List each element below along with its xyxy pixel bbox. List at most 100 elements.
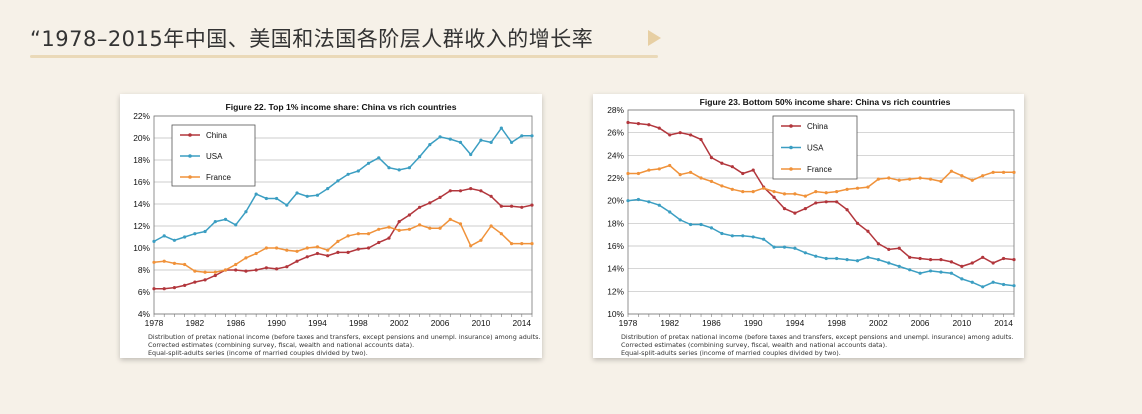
data-point <box>356 169 360 173</box>
data-point <box>264 246 268 250</box>
y-tick-label: 14% <box>133 199 150 209</box>
data-point <box>762 237 766 241</box>
data-point <box>762 186 766 190</box>
data-point <box>678 131 682 135</box>
data-point <box>866 255 870 259</box>
y-tick-label: 16% <box>607 241 624 251</box>
data-point <box>234 268 238 272</box>
chart-note: Corrected estimates (combining survey, f… <box>621 341 888 349</box>
data-point <box>730 187 734 191</box>
data-point <box>730 165 734 169</box>
chart-panel-bottom50: Figure 23. Bottom 50% income share: Chin… <box>593 94 1024 358</box>
x-tick-label: 2002 <box>869 318 888 328</box>
data-point <box>152 260 156 264</box>
data-point <box>793 211 797 215</box>
data-point <box>1012 170 1016 174</box>
data-point <box>366 246 371 250</box>
data-point <box>254 192 258 196</box>
data-point <box>152 239 156 243</box>
data-point <box>814 201 818 205</box>
data-point <box>803 207 807 211</box>
data-point <box>876 258 880 262</box>
data-point <box>668 133 672 137</box>
data-point <box>315 251 320 256</box>
data-point <box>193 269 197 273</box>
y-tick-label: 28% <box>607 105 624 115</box>
data-point <box>981 285 985 289</box>
data-point <box>530 242 534 246</box>
y-tick-label: 8% <box>138 265 151 275</box>
data-point <box>960 277 964 281</box>
data-point <box>866 229 870 233</box>
data-point <box>295 191 299 195</box>
data-point <box>981 255 985 259</box>
data-point <box>336 250 340 254</box>
data-point <box>458 140 463 144</box>
data-point <box>782 207 787 211</box>
data-point <box>908 268 912 272</box>
data-point <box>991 170 995 174</box>
chart-panel-top1: Figure 22. Top 1% income share: China vs… <box>120 94 542 358</box>
x-tick-label: 1998 <box>827 318 846 328</box>
data-point <box>772 190 776 194</box>
data-point <box>741 190 745 194</box>
data-point <box>326 248 330 252</box>
data-point <box>499 204 503 208</box>
x-tick-label: 2014 <box>512 318 531 328</box>
data-point <box>397 220 401 224</box>
data-point <box>1012 258 1016 262</box>
data-point <box>1012 284 1016 288</box>
data-point <box>305 194 309 198</box>
data-point <box>699 137 703 142</box>
data-point <box>458 189 463 193</box>
data-point <box>438 195 442 199</box>
y-tick-label: 20% <box>133 133 150 143</box>
data-point <box>688 133 693 137</box>
y-tick-label: 26% <box>607 128 624 138</box>
data-point <box>751 190 755 194</box>
legend-label: China <box>206 131 227 140</box>
data-point <box>918 256 922 261</box>
data-point <box>520 134 524 138</box>
data-point <box>928 177 933 181</box>
data-point <box>699 176 703 180</box>
data-point <box>793 246 797 250</box>
data-point <box>448 217 452 221</box>
data-point <box>949 271 954 275</box>
data-point <box>418 223 422 227</box>
data-point <box>326 254 330 258</box>
data-point <box>213 220 217 224</box>
data-point <box>720 161 724 165</box>
header: “1978–2015年中国、美国和法国各阶层人群收入的增长率 <box>30 22 661 58</box>
data-point <box>213 270 217 274</box>
data-point <box>636 171 641 176</box>
data-point <box>458 222 463 226</box>
data-point <box>274 267 279 271</box>
data-point <box>285 265 289 269</box>
data-point <box>162 259 166 263</box>
series-line-france <box>628 164 1014 197</box>
data-point <box>824 191 828 195</box>
data-point <box>803 251 807 255</box>
data-point <box>699 222 703 227</box>
y-tick-label: 12% <box>133 221 150 231</box>
data-point <box>407 227 412 231</box>
data-point <box>918 271 922 275</box>
y-tick-label: 6% <box>138 287 151 297</box>
data-point <box>428 143 432 147</box>
data-point <box>908 255 912 259</box>
data-point <box>254 251 258 256</box>
data-point <box>991 280 995 284</box>
data-point <box>939 270 943 274</box>
x-tick-label: 1982 <box>186 318 205 328</box>
data-point <box>876 177 880 181</box>
x-tick-label: 2014 <box>994 318 1013 328</box>
legend-marker <box>789 124 793 128</box>
data-point <box>407 213 412 217</box>
data-point <box>366 232 371 236</box>
data-point <box>315 245 320 249</box>
data-point <box>824 256 828 261</box>
data-point <box>152 287 156 291</box>
data-point <box>636 122 641 126</box>
data-point <box>264 266 268 270</box>
